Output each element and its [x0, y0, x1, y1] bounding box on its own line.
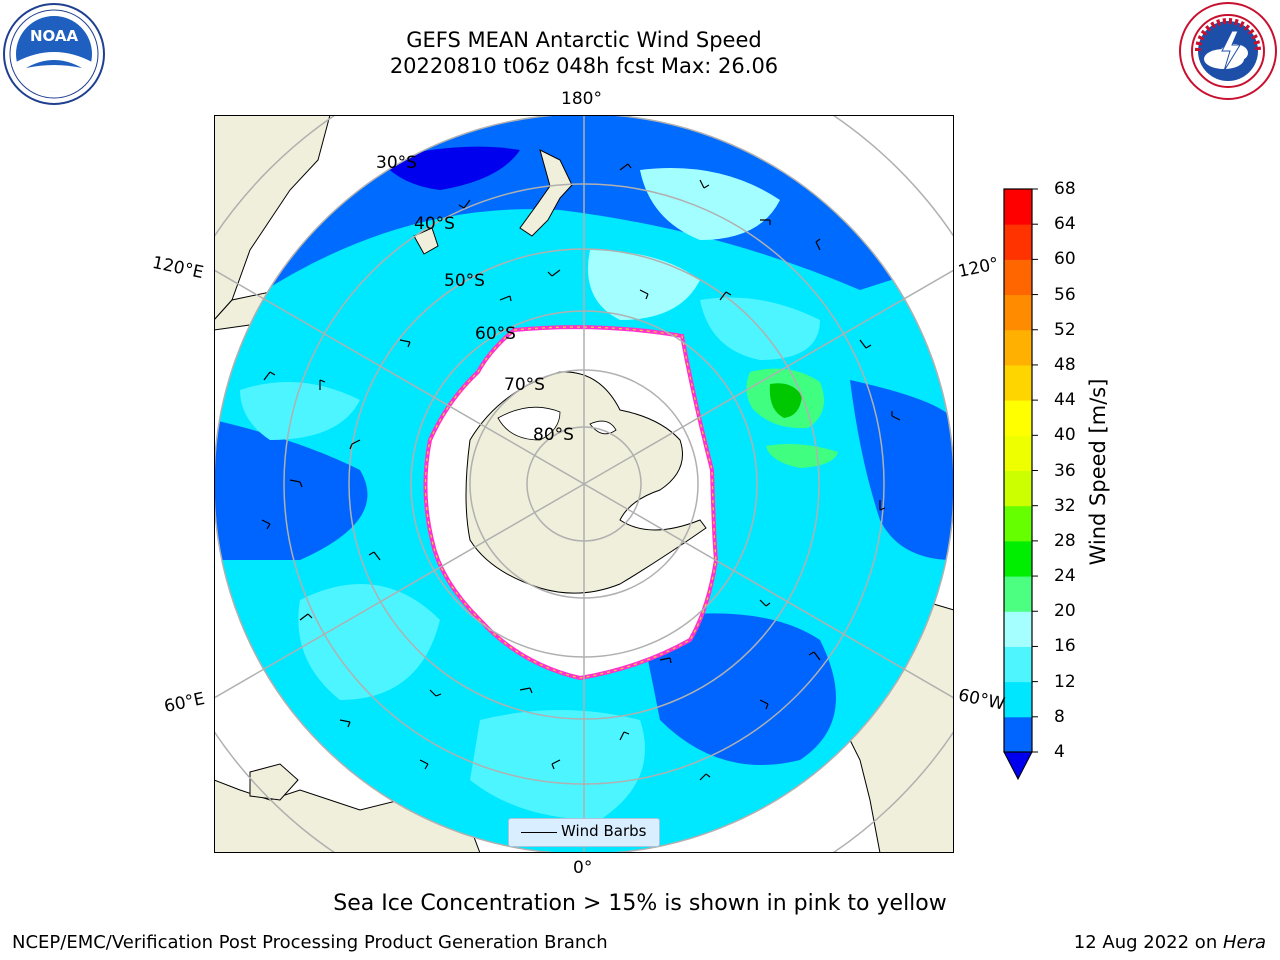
- colorbar-tick-label: 40: [1054, 425, 1076, 446]
- lat-label-50s: 50°S: [444, 271, 485, 291]
- colorbar-tick-label: 20: [1054, 601, 1076, 622]
- colorbar-segment: [1004, 329, 1032, 366]
- colorbar-segment: [1004, 364, 1032, 401]
- land-new-zealand: [519, 149, 573, 237]
- footer-date: 12 Aug 2022 on Hera: [1074, 931, 1266, 955]
- lat-label-80s: 80°S: [533, 425, 574, 445]
- graticule: [214, 115, 954, 853]
- colorbar-label: Wind Speed [m/s]: [1086, 378, 1110, 566]
- colorbar-segment: [1004, 716, 1032, 753]
- lon-label-0: 0°: [573, 858, 593, 878]
- colorbar-tick-label: 16: [1054, 636, 1076, 657]
- colorbar-tick-label: 4: [1054, 742, 1065, 762]
- colorbar-tick-label: 68: [1054, 179, 1076, 199]
- colorbar-tick-label: 32: [1054, 495, 1076, 516]
- colorbar-segment: [1004, 470, 1032, 507]
- plot-title: GEFS MEAN Antarctic Wind Speed: [406, 28, 762, 52]
- svg-text:NOAA: NOAA: [30, 27, 79, 45]
- footer-credit: NCEP/EMC/Verification Post Processing Pr…: [12, 932, 608, 953]
- footer-host: Hera: [1222, 932, 1266, 953]
- colorbar-segment: [1004, 505, 1032, 542]
- colorbar-segment: [1004, 681, 1032, 718]
- colorbar-segment: [1004, 576, 1032, 612]
- noaa-logo: NOAA: [3, 3, 105, 105]
- colorbar-tick-label: 56: [1054, 284, 1076, 305]
- colorbar-segment: [1004, 611, 1032, 647]
- colorbar-segment: [1004, 259, 1032, 296]
- colorbar-segment: [1004, 294, 1032, 331]
- sea-ice-caption: Sea Ice Concentration > 15% is shown in …: [333, 891, 947, 916]
- legend-label: Wind Barbs: [561, 822, 647, 840]
- colorbar: [1004, 189, 1032, 753]
- colorbar-tick-label: 36: [1054, 460, 1076, 481]
- lon-label-180: 180°: [561, 89, 602, 109]
- colorbar-tick-label: 44: [1054, 390, 1076, 411]
- colorbar-tick-label: 60: [1054, 249, 1076, 270]
- colorbar-tick-label: 24: [1054, 566, 1076, 587]
- colorbar-segment: [1004, 646, 1032, 683]
- lat-label-40s: 40°S: [414, 214, 455, 234]
- lat-label-70s: 70°S: [504, 375, 545, 395]
- colorbar-segment: [1004, 540, 1032, 577]
- colorbar-tick-label: 48: [1054, 354, 1076, 375]
- land-tasmania: [413, 227, 439, 255]
- colorbar-segment: [1004, 435, 1032, 471]
- footer-date-text: 12 Aug 2022 on: [1073, 932, 1223, 953]
- colorbar-segment: [1004, 400, 1032, 436]
- legend-line: [521, 832, 557, 833]
- colorbar-tick-label: 8: [1054, 706, 1065, 727]
- national-weather-service-logo: [1179, 2, 1277, 100]
- colorbar-under-triangle: [1003, 751, 1033, 781]
- colorbar-tick-label: 28: [1054, 530, 1076, 551]
- colorbar-tick-label: 64: [1054, 214, 1076, 235]
- wind-barbs: [261, 163, 901, 781]
- colorbar-tick-label: 52: [1054, 319, 1076, 340]
- lat-label-30s: 30°S: [376, 153, 417, 173]
- colorbar-tick-label: 12: [1054, 671, 1076, 692]
- colorbar-segment: [1004, 189, 1032, 225]
- plot-subtitle: 20220810 t06z 048h fcst Max: 26.06: [389, 54, 779, 78]
- colorbar-segment: [1004, 224, 1032, 260]
- wind-barbs-legend: Wind Barbs: [508, 818, 660, 847]
- lat-label-60s: 60°S: [475, 324, 516, 344]
